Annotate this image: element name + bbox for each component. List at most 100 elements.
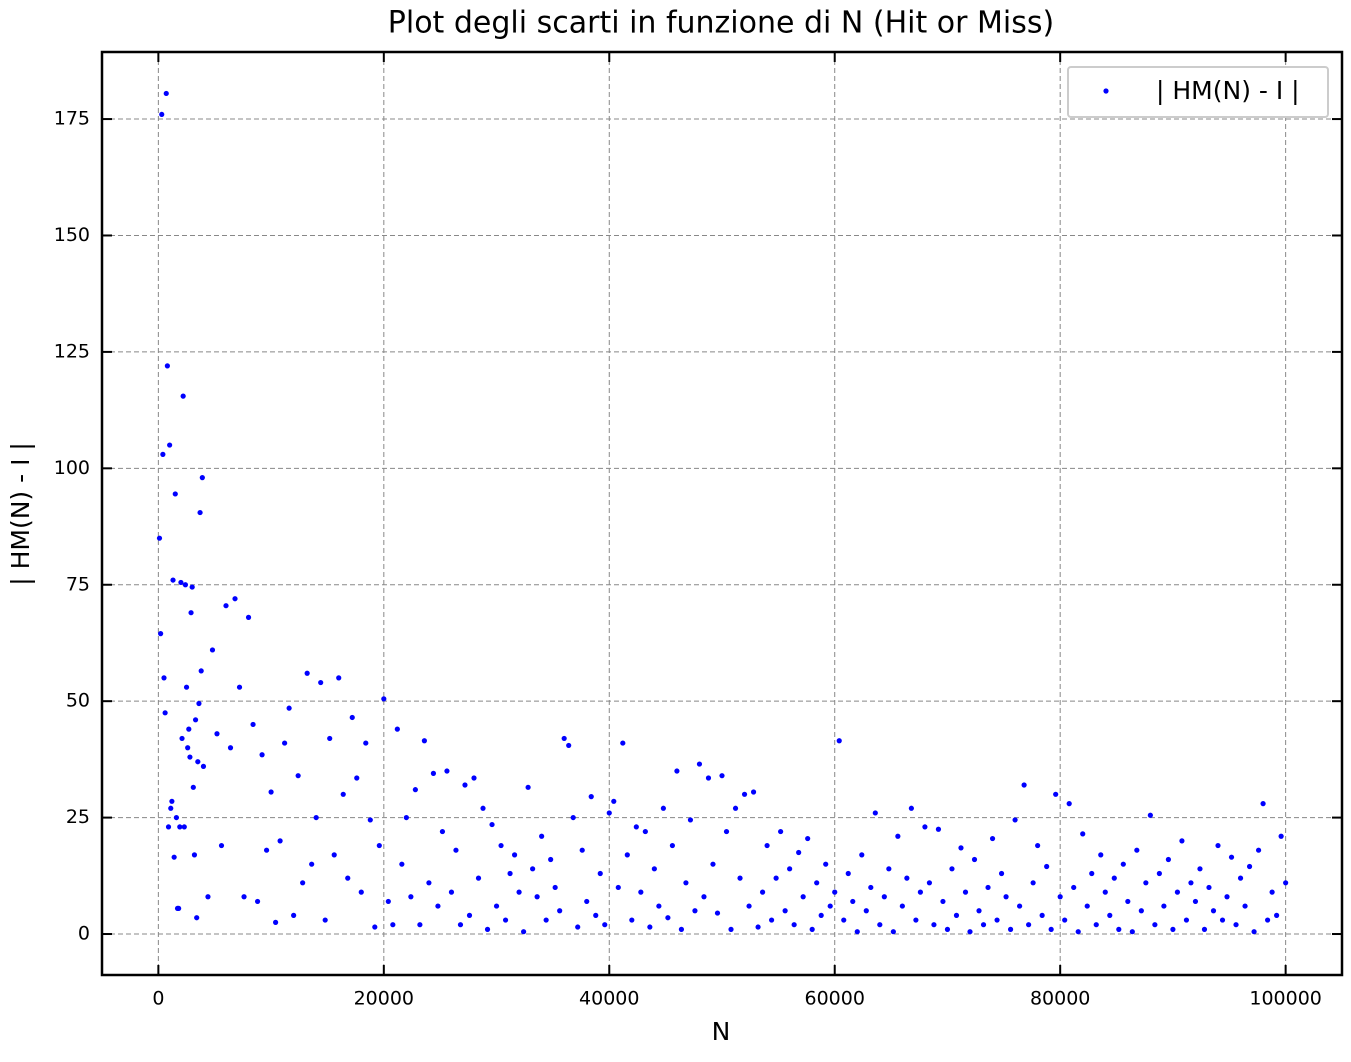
point xyxy=(1102,889,1108,895)
point xyxy=(719,773,725,779)
point xyxy=(687,817,694,823)
point xyxy=(1174,889,1181,895)
point xyxy=(1170,926,1176,932)
point xyxy=(1026,922,1032,928)
point xyxy=(944,926,951,932)
point xyxy=(1260,801,1266,807)
point xyxy=(908,805,914,811)
point xyxy=(173,814,179,821)
point xyxy=(192,717,199,723)
point xyxy=(162,710,168,716)
point xyxy=(471,775,477,781)
point xyxy=(1152,922,1158,928)
point xyxy=(182,582,189,588)
point xyxy=(313,814,319,821)
point xyxy=(647,924,653,930)
point xyxy=(521,929,527,935)
point xyxy=(309,861,315,867)
point xyxy=(1007,926,1014,932)
point xyxy=(818,912,824,918)
point xyxy=(1278,833,1284,839)
point xyxy=(168,805,174,811)
point xyxy=(1071,884,1077,891)
point xyxy=(164,363,170,369)
point xyxy=(827,903,833,909)
point xyxy=(227,745,234,751)
point xyxy=(926,880,933,886)
point xyxy=(170,577,176,583)
point xyxy=(1183,917,1190,923)
point xyxy=(176,905,182,912)
point xyxy=(453,847,459,853)
point xyxy=(606,810,612,816)
point xyxy=(1242,903,1248,909)
point xyxy=(408,894,414,900)
point xyxy=(493,903,500,909)
point xyxy=(318,679,324,686)
point xyxy=(435,903,441,909)
x-tick-label: 40000 xyxy=(579,988,639,1010)
point xyxy=(696,761,703,767)
point xyxy=(291,912,297,918)
x-tick-label: 60000 xyxy=(805,988,865,1010)
point xyxy=(1107,912,1113,918)
point xyxy=(624,852,630,858)
point xyxy=(1274,912,1280,918)
point xyxy=(728,926,734,932)
point xyxy=(457,922,464,928)
point xyxy=(236,684,243,690)
point xyxy=(417,922,423,928)
point xyxy=(611,798,617,804)
point xyxy=(805,835,811,842)
point xyxy=(1192,898,1199,905)
point xyxy=(575,924,581,930)
x-tick-label: 20000 xyxy=(354,988,414,1010)
point xyxy=(561,735,567,742)
y-tick-label: 150 xyxy=(54,224,90,246)
point xyxy=(877,922,883,928)
point xyxy=(566,742,572,749)
point xyxy=(935,826,942,832)
point xyxy=(163,90,169,97)
point xyxy=(1283,880,1289,886)
point xyxy=(179,735,185,742)
point xyxy=(241,894,247,900)
point xyxy=(705,775,712,781)
point xyxy=(177,824,183,830)
point xyxy=(161,675,167,681)
point xyxy=(277,838,283,844)
point xyxy=(890,929,896,935)
point xyxy=(489,821,495,828)
y-axis-label: | HM(N) - I | xyxy=(6,442,35,586)
point xyxy=(1129,929,1135,935)
y-tick-label: 75 xyxy=(66,573,90,595)
x-tick-label: 0 xyxy=(152,988,164,1010)
point xyxy=(674,768,680,774)
point xyxy=(584,898,590,905)
point xyxy=(295,773,301,779)
point xyxy=(1143,880,1149,886)
point xyxy=(165,824,172,830)
point xyxy=(172,491,178,497)
point xyxy=(976,908,982,914)
point xyxy=(1089,870,1095,877)
point xyxy=(322,917,328,923)
point xyxy=(629,917,635,923)
point xyxy=(904,875,910,881)
point xyxy=(1215,842,1221,849)
point xyxy=(791,922,797,928)
point xyxy=(1188,880,1194,886)
point xyxy=(1237,875,1244,881)
point xyxy=(1044,863,1050,870)
point xyxy=(971,856,978,863)
point xyxy=(530,866,536,872)
point xyxy=(1125,898,1131,905)
point xyxy=(363,740,369,746)
x-tick-label: 80000 xyxy=(1030,988,1090,1010)
point xyxy=(1021,782,1027,788)
point xyxy=(651,866,657,872)
point xyxy=(823,861,829,867)
point xyxy=(917,889,924,895)
point xyxy=(426,880,432,886)
point xyxy=(340,791,346,797)
